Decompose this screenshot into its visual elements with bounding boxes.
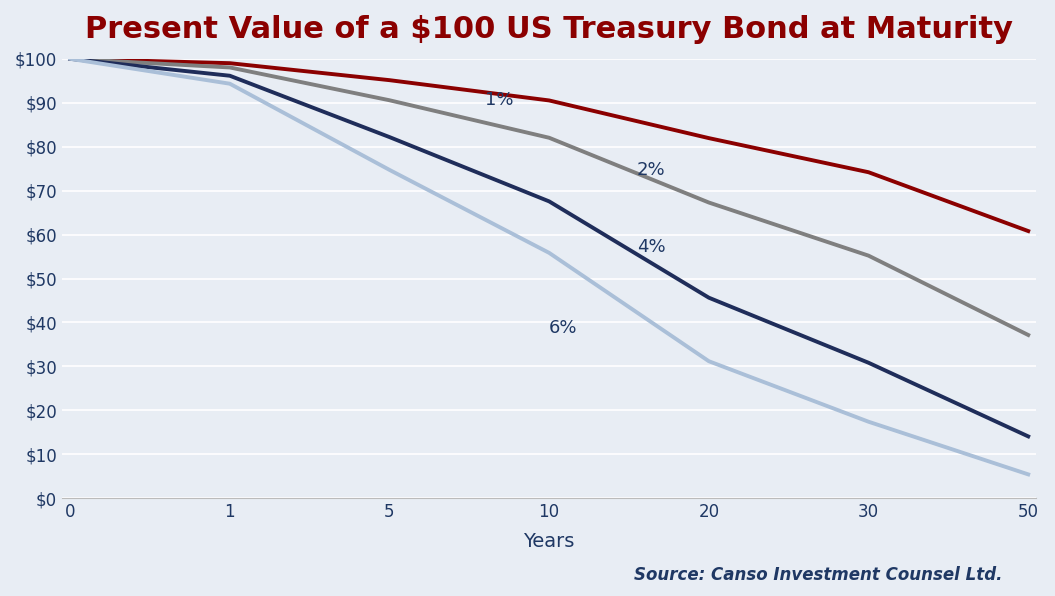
Text: 4%: 4% xyxy=(637,238,666,256)
Text: 2%: 2% xyxy=(637,162,666,179)
Text: 6%: 6% xyxy=(550,319,578,337)
Text: Source: Canso Investment Counsel Ltd.: Source: Canso Investment Counsel Ltd. xyxy=(634,566,1002,584)
Title: Present Value of a $100 US Treasury Bond at Maturity: Present Value of a $100 US Treasury Bond… xyxy=(85,15,1013,44)
X-axis label: Years: Years xyxy=(523,532,575,551)
Text: 1%: 1% xyxy=(485,91,514,109)
